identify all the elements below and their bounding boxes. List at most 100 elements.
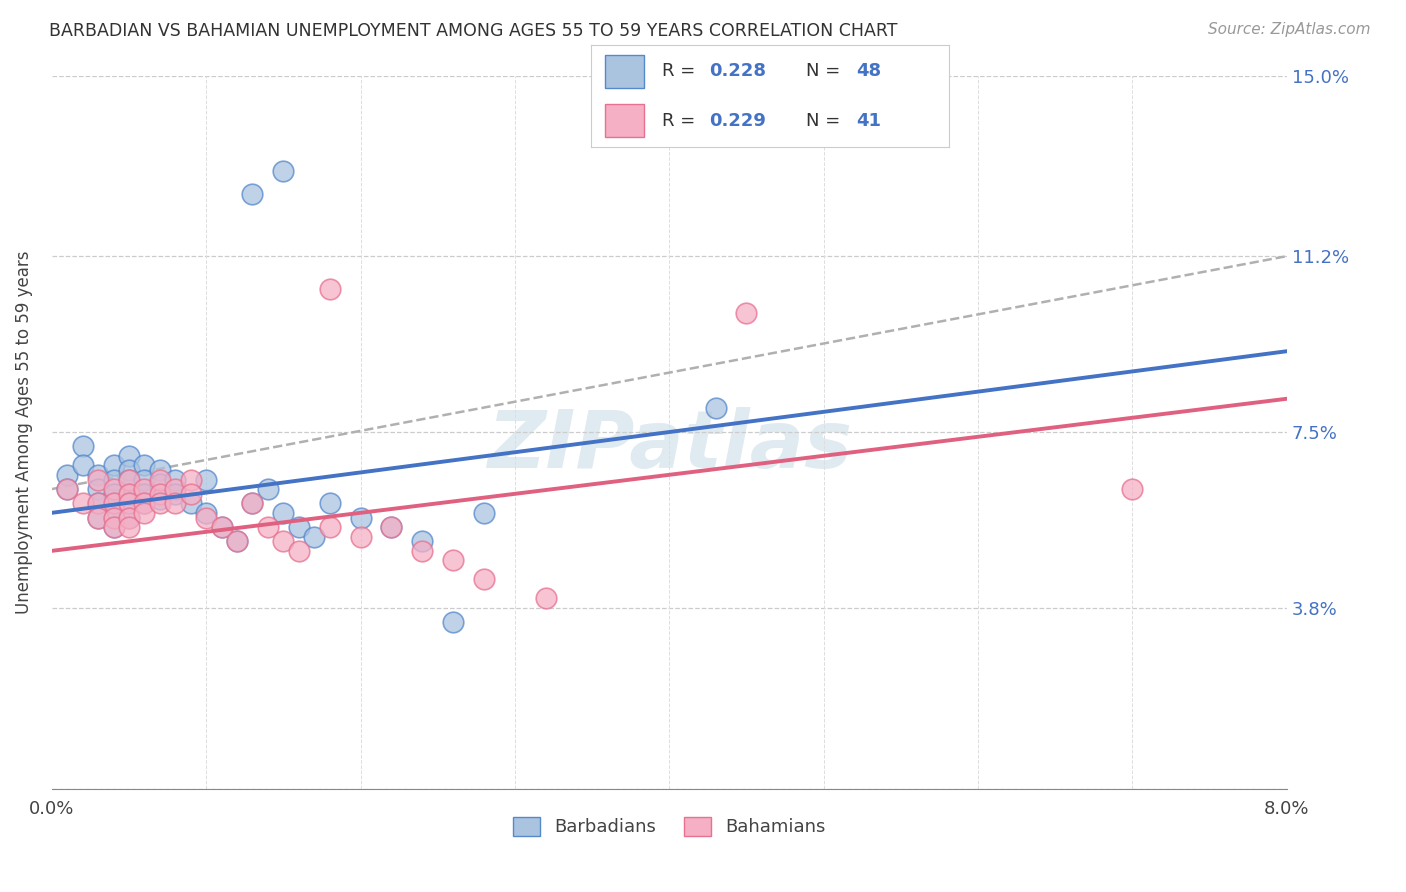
Point — [411, 534, 433, 549]
Text: BARBADIAN VS BAHAMIAN UNEMPLOYMENT AMONG AGES 55 TO 59 YEARS CORRELATION CHART: BARBADIAN VS BAHAMIAN UNEMPLOYMENT AMONG… — [49, 22, 897, 40]
Point — [103, 520, 125, 534]
Text: Source: ZipAtlas.com: Source: ZipAtlas.com — [1208, 22, 1371, 37]
Y-axis label: Unemployment Among Ages 55 to 59 years: Unemployment Among Ages 55 to 59 years — [15, 251, 32, 614]
Point — [318, 520, 340, 534]
Point — [72, 496, 94, 510]
Point — [118, 449, 141, 463]
Point — [72, 458, 94, 473]
Point — [211, 520, 233, 534]
Point — [72, 439, 94, 453]
Point — [134, 482, 156, 496]
Point — [134, 496, 156, 510]
Text: 0.229: 0.229 — [709, 112, 766, 129]
Point — [195, 473, 218, 487]
Point — [149, 496, 172, 510]
Point — [149, 463, 172, 477]
Point — [87, 510, 110, 524]
Point — [226, 534, 249, 549]
Point — [242, 187, 264, 202]
Point — [165, 487, 187, 501]
Point — [87, 482, 110, 496]
Point — [180, 496, 202, 510]
Point — [103, 496, 125, 510]
Point — [149, 491, 172, 506]
FancyBboxPatch shape — [605, 55, 644, 87]
Point — [118, 473, 141, 487]
Point — [103, 487, 125, 501]
Point — [165, 482, 187, 496]
Point — [87, 510, 110, 524]
Point — [380, 520, 402, 534]
Point — [242, 496, 264, 510]
Point — [118, 510, 141, 524]
Point — [103, 496, 125, 510]
Point — [118, 487, 141, 501]
Text: R =: R = — [662, 62, 702, 80]
Point — [134, 473, 156, 487]
Point — [103, 458, 125, 473]
Point — [195, 506, 218, 520]
Point — [1121, 482, 1143, 496]
Point — [87, 496, 110, 510]
Point — [87, 496, 110, 510]
Text: 41: 41 — [856, 112, 880, 129]
Point — [118, 510, 141, 524]
Point — [118, 473, 141, 487]
Point — [149, 473, 172, 487]
Point — [735, 306, 758, 320]
Text: 48: 48 — [856, 62, 882, 80]
Point — [134, 506, 156, 520]
Point — [472, 573, 495, 587]
FancyBboxPatch shape — [605, 104, 644, 137]
Point — [118, 487, 141, 501]
Point — [287, 520, 309, 534]
Point — [273, 506, 295, 520]
Point — [257, 482, 280, 496]
Point — [318, 496, 340, 510]
Point — [87, 467, 110, 482]
Text: R =: R = — [662, 112, 702, 129]
Point — [441, 553, 464, 567]
Point — [56, 482, 79, 496]
Point — [103, 520, 125, 534]
Point — [318, 282, 340, 296]
Point — [380, 520, 402, 534]
Point — [165, 496, 187, 510]
Point — [534, 591, 557, 606]
Point — [134, 496, 156, 510]
Point — [134, 487, 156, 501]
Text: ZIPatlas: ZIPatlas — [486, 408, 852, 485]
Point — [441, 615, 464, 629]
Point — [287, 544, 309, 558]
Text: 0.228: 0.228 — [709, 62, 766, 80]
Text: N =: N = — [806, 112, 845, 129]
Point — [118, 463, 141, 477]
Point — [349, 530, 371, 544]
Point — [257, 520, 280, 534]
Point — [472, 506, 495, 520]
Point — [242, 496, 264, 510]
Point — [56, 467, 79, 482]
Point — [103, 482, 125, 496]
Point — [149, 477, 172, 491]
Legend: Barbadians, Bahamians: Barbadians, Bahamians — [506, 810, 832, 844]
Point — [211, 520, 233, 534]
Point — [180, 487, 202, 501]
Point — [56, 482, 79, 496]
Point — [103, 473, 125, 487]
Point — [411, 544, 433, 558]
Point — [87, 473, 110, 487]
Point — [118, 520, 141, 534]
Point — [118, 496, 141, 510]
Point — [704, 401, 727, 416]
Point — [273, 534, 295, 549]
Point — [226, 534, 249, 549]
Point — [118, 496, 141, 510]
Point — [273, 163, 295, 178]
Point — [103, 510, 125, 524]
Point — [149, 487, 172, 501]
Point — [165, 473, 187, 487]
Point — [195, 510, 218, 524]
Point — [349, 510, 371, 524]
Text: N =: N = — [806, 62, 845, 80]
